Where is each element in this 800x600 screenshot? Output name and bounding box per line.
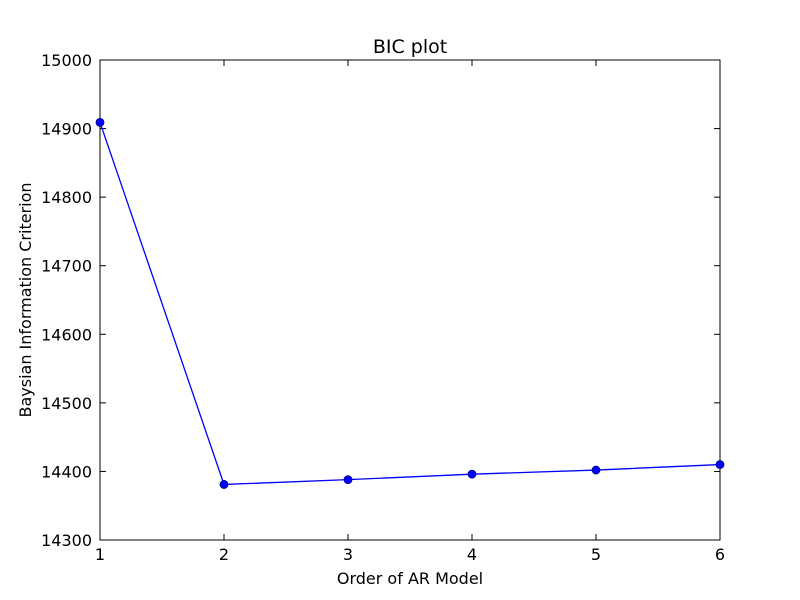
- y-tick-label: 14900: [41, 120, 92, 139]
- axis-ticks: 1 2 3 4 5 6 14300 14400 14500 14600 14700 14800 1490…: [41, 51, 725, 564]
- data-point: [591, 465, 601, 475]
- chart-title: BIC plot: [373, 36, 447, 58]
- data-point: [95, 118, 105, 127]
- y-tick-label: 14300: [41, 531, 92, 550]
- x-tick-label: 5: [591, 545, 601, 564]
- x-axis-label: Order of AR Model: [337, 569, 483, 588]
- y-tick-label: 14500: [41, 394, 92, 413]
- plot-frame: [99, 59, 721, 541]
- y-tick-label: 14700: [41, 257, 92, 276]
- data-point: [467, 469, 477, 479]
- y-tick-label: 15000: [41, 51, 92, 70]
- series-layer: [95, 118, 725, 489]
- y-axis-label: Baysian Information Criterion: [16, 182, 35, 417]
- plot-area: [99, 59, 721, 541]
- y-tick-label: 14600: [41, 325, 92, 344]
- x-tick-label: 4: [467, 545, 477, 564]
- series-line: [99, 122, 721, 486]
- x-tick-label: 6: [715, 545, 725, 564]
- x-tick-label: 3: [343, 545, 353, 564]
- data-point: [219, 480, 229, 489]
- x-tick-label: 1: [95, 545, 105, 564]
- data-point: [343, 475, 353, 485]
- data-point: [715, 460, 725, 469]
- x-tick-label: 2: [219, 545, 229, 564]
- y-tick-label: 14400: [41, 462, 92, 481]
- y-tick-label: 14800: [41, 188, 92, 207]
